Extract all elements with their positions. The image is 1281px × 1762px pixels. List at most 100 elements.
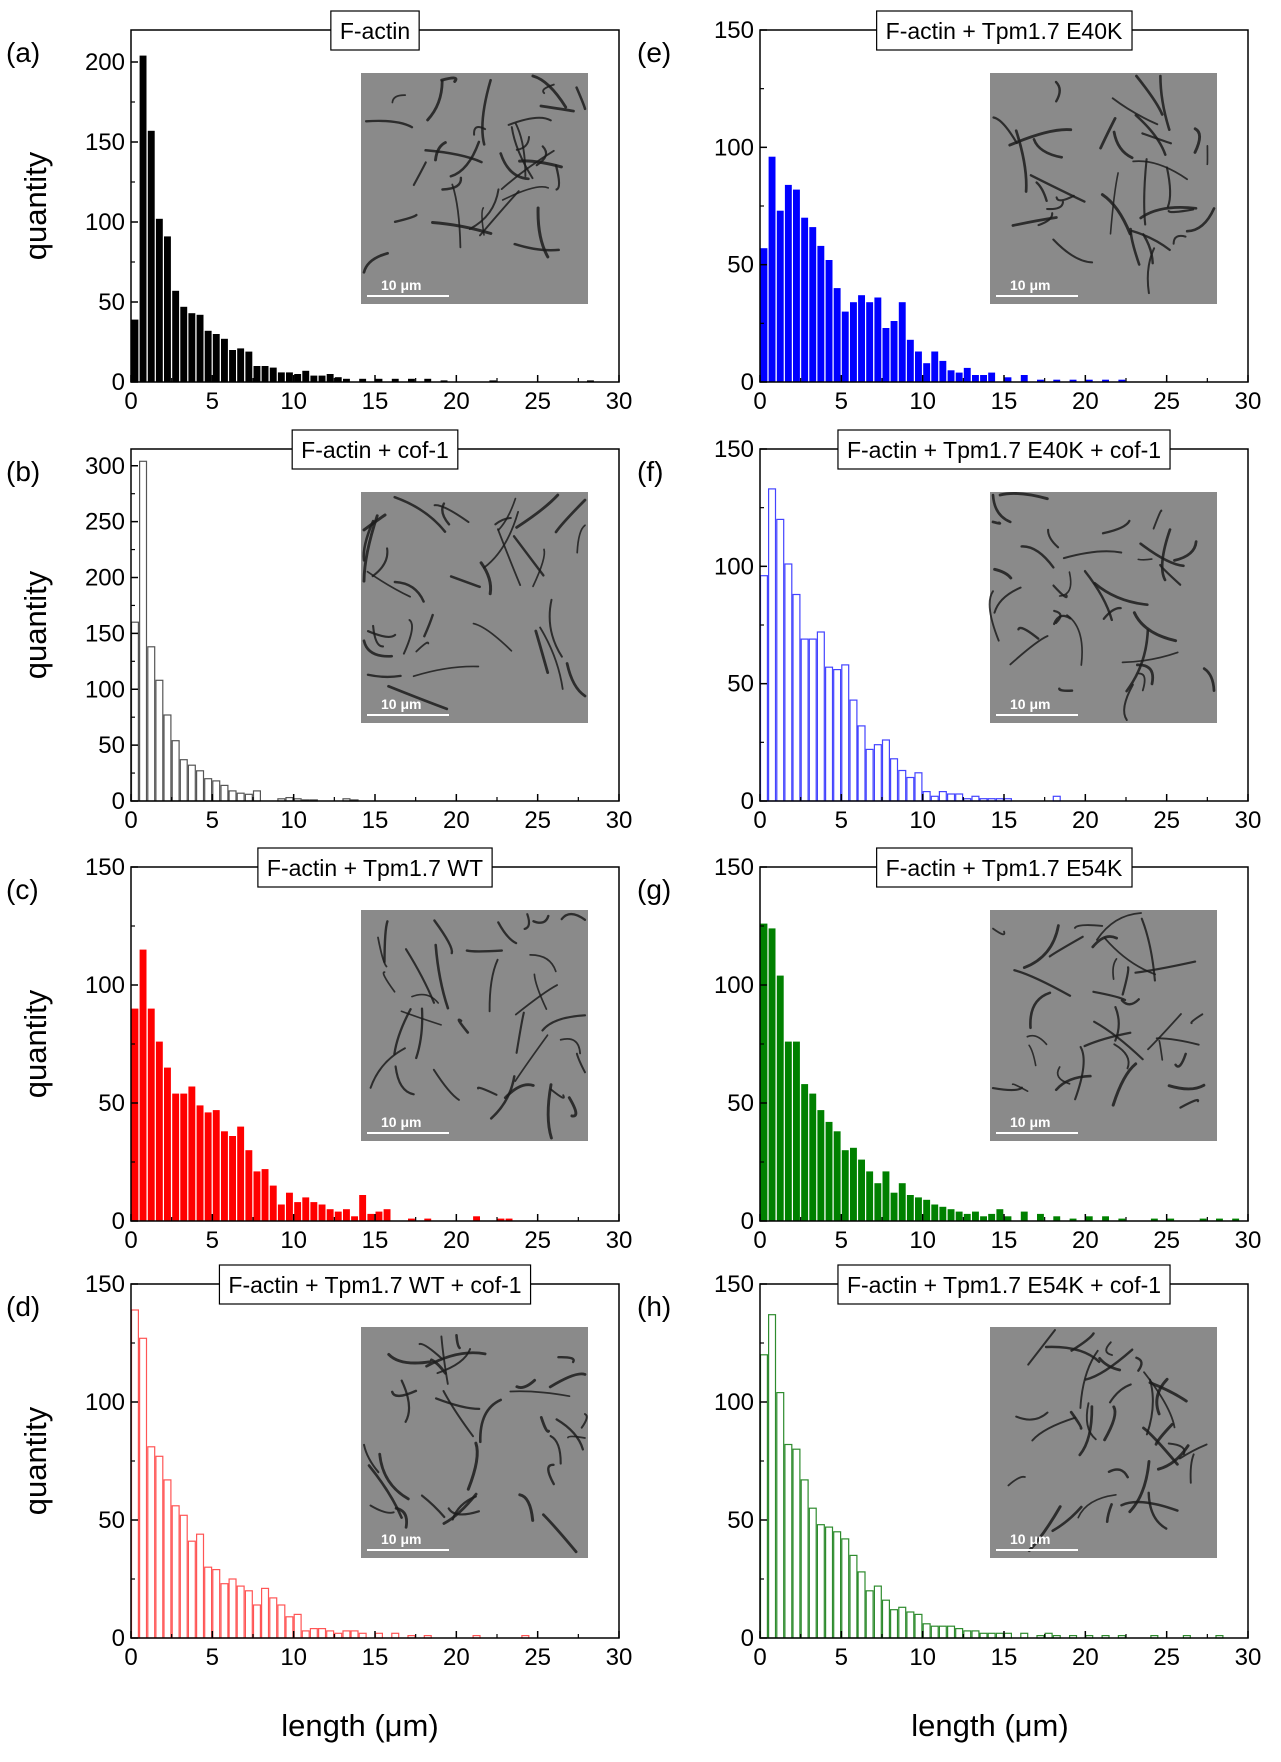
panel-title-border xyxy=(291,429,459,470)
histogram-bar xyxy=(473,1216,480,1221)
histogram-bar xyxy=(187,1540,196,1639)
histogram-bar xyxy=(221,1131,228,1221)
actin-filament xyxy=(1058,687,1074,692)
panel-title-border xyxy=(876,847,1133,888)
actin-filament xyxy=(988,590,1000,642)
actin-filament xyxy=(1178,1443,1208,1460)
actin-filament xyxy=(1141,132,1172,145)
actin-filament xyxy=(1009,635,1049,666)
actin-filament xyxy=(1093,1020,1144,1061)
actin-filament xyxy=(1112,130,1134,160)
histogram-bar xyxy=(505,1218,513,1221)
actin-filament xyxy=(1155,1377,1169,1416)
histogram-bar xyxy=(1053,379,1061,382)
actin-filament xyxy=(1066,614,1083,666)
histogram-bar xyxy=(946,793,956,802)
histogram-bar xyxy=(915,1197,922,1221)
histogram-bar xyxy=(833,1531,842,1639)
actin-filament xyxy=(567,1096,578,1118)
actin-filament xyxy=(1135,1356,1143,1372)
actin-filament xyxy=(366,673,402,679)
actin-filament xyxy=(466,1441,479,1491)
histogram-bar xyxy=(1037,1213,1044,1221)
actin-filament xyxy=(529,954,557,973)
histogram-bar xyxy=(760,923,768,1221)
histogram-bar xyxy=(824,666,834,802)
histogram-bar xyxy=(1150,1218,1158,1221)
actin-filament xyxy=(1092,990,1127,1002)
actin-filament xyxy=(441,502,451,526)
histogram-bar xyxy=(898,1606,907,1639)
y-tick-label: 300 xyxy=(85,453,125,480)
y-tick-label: 150 xyxy=(85,129,125,156)
histogram-bar xyxy=(938,790,947,802)
histogram-bar xyxy=(1085,1216,1093,1221)
x-tick-label: 30 xyxy=(606,1227,633,1254)
histogram-bar xyxy=(302,1197,310,1221)
y-tick-label: 50 xyxy=(727,252,754,279)
actin-filament xyxy=(1007,1475,1026,1487)
histogram-panel: 10 μm 0 5 10 15 20 25 30 0 50 100 150 200 (a) quantity… xyxy=(6,10,632,415)
actin-filament xyxy=(364,119,414,129)
histogram-bar xyxy=(922,790,931,802)
histogram-bar xyxy=(1102,379,1109,382)
actin-filament xyxy=(1130,229,1171,252)
histogram-bar xyxy=(383,1209,391,1221)
actin-filament xyxy=(1008,128,1073,147)
histogram-bar xyxy=(179,1514,188,1639)
histogram-bar xyxy=(1118,1218,1126,1221)
histogram-bar xyxy=(1216,1218,1223,1221)
actin-filament xyxy=(536,206,550,259)
histogram-bar xyxy=(776,975,784,1221)
actin-filament xyxy=(1111,1062,1138,1107)
actin-filament xyxy=(1079,1349,1099,1409)
histogram-bar xyxy=(800,1479,809,1639)
actin-filament xyxy=(1193,127,1202,154)
histogram-bar xyxy=(139,1337,148,1639)
panel-title: F-actin + Tpm1.7 E40K xyxy=(886,18,1123,44)
histogram-bar xyxy=(890,321,898,382)
scale-bar-label: 10 μm xyxy=(1010,696,1050,712)
micrograph-background xyxy=(361,73,588,304)
histogram-bar xyxy=(906,1195,914,1221)
actin-filament xyxy=(1114,1006,1120,1042)
actin-filament xyxy=(393,495,447,533)
actin-filament xyxy=(1190,1013,1204,1025)
actin-filament xyxy=(1107,1468,1129,1479)
x-tick-label: 25 xyxy=(1153,388,1180,415)
x-tick-label: 15 xyxy=(362,1227,389,1254)
actin-filament xyxy=(1132,611,1178,643)
histogram-bar xyxy=(318,1204,326,1221)
panel-title-border xyxy=(257,847,493,888)
histogram-bar xyxy=(220,1583,229,1639)
y-tick-label: 0 xyxy=(112,1208,125,1235)
scale-bar-label: 10 μm xyxy=(381,277,421,293)
histogram-bar xyxy=(841,1538,850,1639)
x-tick-label: 20 xyxy=(443,1644,470,1671)
actin-filament xyxy=(1052,238,1094,264)
actin-filament xyxy=(442,1390,474,1438)
actin-filament xyxy=(473,126,487,136)
x-tick-label: 10 xyxy=(909,1644,936,1671)
actin-filament xyxy=(1051,1505,1083,1533)
y-tick-label: 150 xyxy=(714,854,754,881)
histogram-bar xyxy=(261,1169,269,1221)
panel-title-border xyxy=(218,1264,532,1305)
histogram-bar xyxy=(816,631,825,802)
histogram-bar xyxy=(882,328,890,382)
histogram-bar xyxy=(768,156,776,382)
actin-filament xyxy=(497,528,522,586)
actin-filament xyxy=(411,993,439,1004)
panel-label: (e) xyxy=(637,37,671,68)
micrograph-inset: 10 μm xyxy=(988,492,1217,723)
histogram-bar xyxy=(784,563,793,802)
actin-filament xyxy=(1134,960,1197,974)
histogram-bar xyxy=(866,302,874,382)
micrograph-background xyxy=(361,1327,588,1558)
histogram-bar xyxy=(343,378,350,382)
histogram-bar xyxy=(801,217,809,382)
actin-filament xyxy=(366,570,411,598)
actin-filament xyxy=(557,1355,575,1364)
histogram-bars xyxy=(131,949,513,1221)
